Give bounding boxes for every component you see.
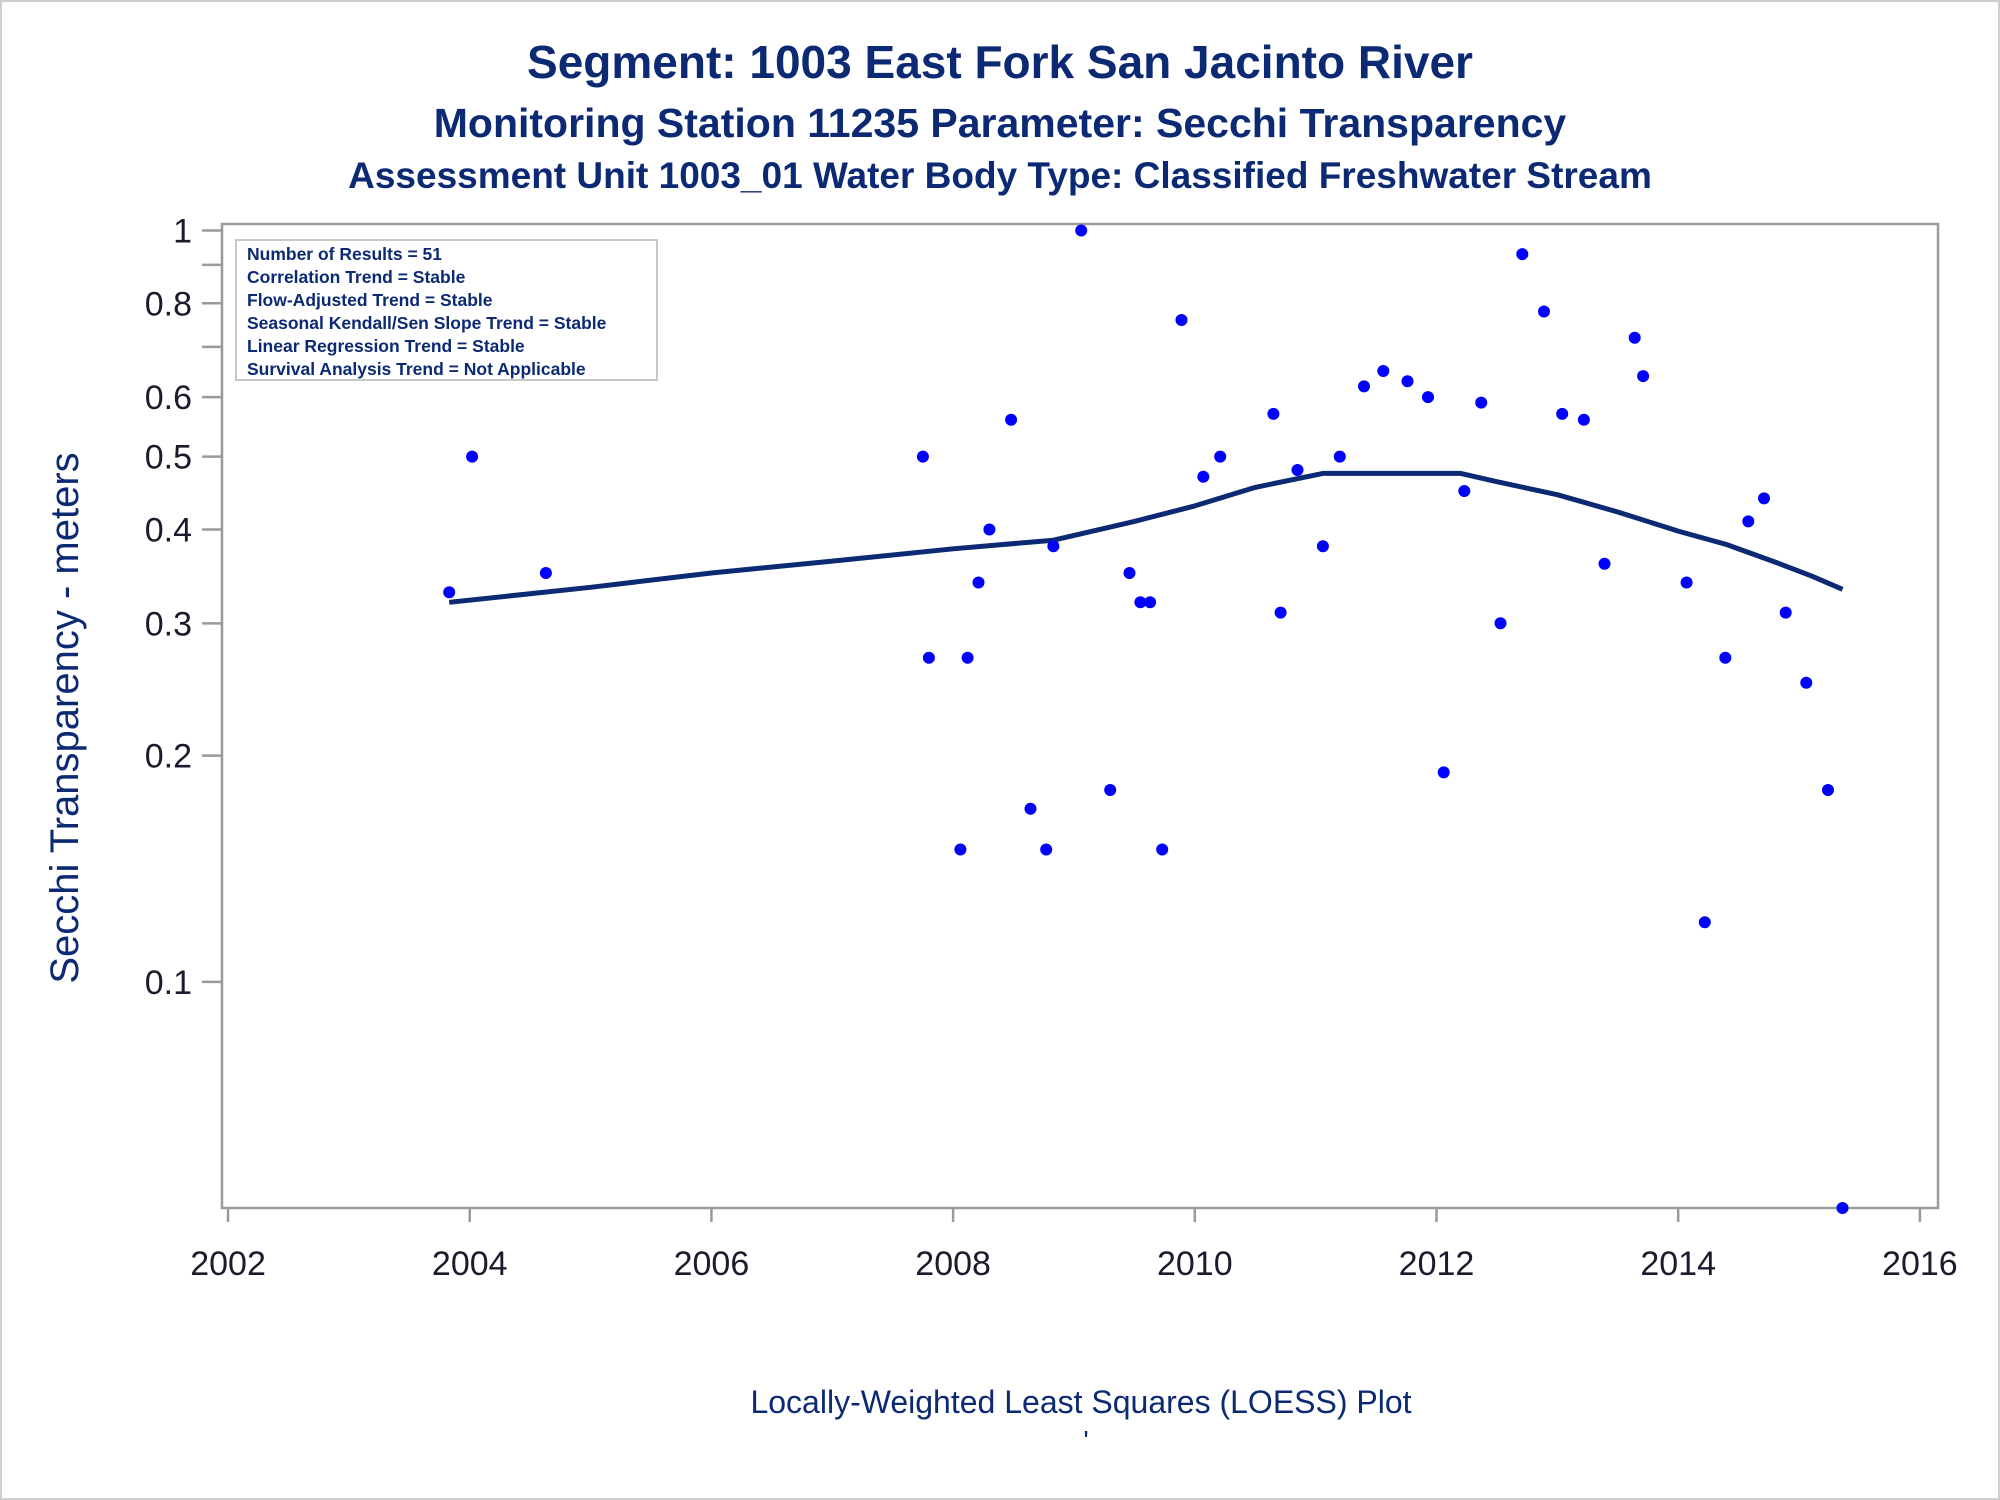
data-point <box>1267 407 1280 420</box>
data-point <box>1401 375 1414 388</box>
data-point <box>954 843 967 856</box>
y-tick-label: 0.8 <box>145 285 192 323</box>
data-point <box>1836 1202 1849 1214</box>
x-tick-label: 2006 <box>674 1245 750 1283</box>
data-point <box>1123 567 1136 579</box>
y-axis: 0.1 0.2 0.3 0.4 0.5 0.6 0.8 1 <box>145 212 222 1002</box>
data-point <box>1075 224 1088 237</box>
data-point <box>1758 492 1770 505</box>
data-point <box>1047 540 1060 553</box>
legend-border <box>235 239 658 381</box>
data-point <box>1144 596 1157 609</box>
data-point <box>1719 651 1732 664</box>
data-point <box>1377 365 1390 377</box>
info-line: Seasonal Kendall/Sen Slope Trend = Stabl… <box>247 313 607 333</box>
data-point <box>1822 784 1834 796</box>
data-point <box>916 450 929 463</box>
x-axis: 2002 2004 2006 2008 2010 2012 2014 2016 <box>190 1208 1958 1283</box>
data-point <box>1024 802 1037 815</box>
data-point <box>1458 485 1471 497</box>
data-point <box>466 450 479 463</box>
data-point <box>1556 407 1569 420</box>
data-points <box>443 224 1849 1214</box>
data-point <box>1175 314 1188 326</box>
info-line: Number of Results = 51 <box>247 244 442 264</box>
data-point <box>1598 557 1611 570</box>
chart-subtitle: Monitoring Station 11235 Parameter: Secc… <box>433 100 1567 146</box>
data-point <box>1437 766 1450 779</box>
data-point <box>1197 470 1210 483</box>
y-axis-label: Secchi Transparency - meters <box>43 452 87 983</box>
data-point <box>1291 464 1304 476</box>
data-point <box>539 567 552 579</box>
data-point <box>1494 617 1507 630</box>
data-point <box>1516 248 1529 261</box>
x-tick-label: 2016 <box>1882 1245 1958 1283</box>
plot-border <box>220 222 1940 1210</box>
footer-mark: ' <box>1083 1425 1088 1456</box>
data-point <box>1742 515 1755 528</box>
x-tick-label: 2012 <box>1399 1245 1475 1283</box>
y-tick-label: 1 <box>173 212 192 250</box>
y-tick-label: 0.1 <box>145 964 192 1002</box>
data-point <box>1800 676 1813 689</box>
data-point <box>1156 843 1169 856</box>
info-line: Flow-Adjusted Trend = Stable <box>247 290 493 310</box>
loess-line <box>448 470 1844 605</box>
data-point <box>1333 450 1346 463</box>
data-point <box>1104 784 1117 796</box>
x-tick-label: 2004 <box>432 1245 508 1283</box>
data-point <box>1628 331 1641 344</box>
data-point <box>1637 370 1650 383</box>
data-point <box>443 586 456 599</box>
data-point <box>1475 396 1488 409</box>
data-point <box>983 523 996 536</box>
y-tick-label: 0.5 <box>145 439 192 477</box>
data-point <box>1274 606 1287 619</box>
data-point <box>961 651 974 664</box>
y-tick-label: 0.6 <box>145 379 192 417</box>
data-point <box>1316 540 1329 553</box>
y-tick-label: 0.2 <box>145 738 192 776</box>
data-point <box>972 576 985 589</box>
info-line: Survival Analysis Trend = Not Applicable <box>247 359 586 379</box>
chart-subtitle-2: Assessment Unit 1003_01 Water Body Type:… <box>348 155 1652 196</box>
loess-line-group <box>448 470 1844 605</box>
statistics-legend-box: Number of Results = 51 Correlation Trend… <box>235 239 658 381</box>
x-tick-label: 2010 <box>1157 1245 1233 1283</box>
chart-title: Segment: 1003 East Fork San Jacinto Rive… <box>527 36 1473 88</box>
x-tick-label: 2002 <box>190 1245 266 1283</box>
x-tick-label: 2008 <box>915 1245 991 1283</box>
data-point <box>1134 596 1147 609</box>
data-point <box>1698 916 1711 929</box>
data-point <box>1577 413 1590 426</box>
plot-area <box>220 222 1940 1210</box>
data-point <box>1779 606 1792 619</box>
data-point <box>1005 413 1018 426</box>
y-tick-label: 0.3 <box>145 605 192 643</box>
data-point <box>922 651 935 664</box>
data-point <box>1214 450 1227 463</box>
data-point <box>1358 380 1370 393</box>
data-point <box>1538 305 1550 318</box>
y-tick-label: 0.4 <box>145 511 192 549</box>
data-point <box>1680 576 1693 589</box>
info-line: Correlation Trend = Stable <box>247 267 466 287</box>
info-line: Linear Regression Trend = Stable <box>247 336 525 356</box>
data-point <box>1040 843 1053 856</box>
plot-caption: Locally-Weighted Least Squares (LOESS) P… <box>750 1384 1411 1420</box>
data-point <box>1422 391 1434 404</box>
x-tick-label: 2014 <box>1640 1245 1716 1283</box>
